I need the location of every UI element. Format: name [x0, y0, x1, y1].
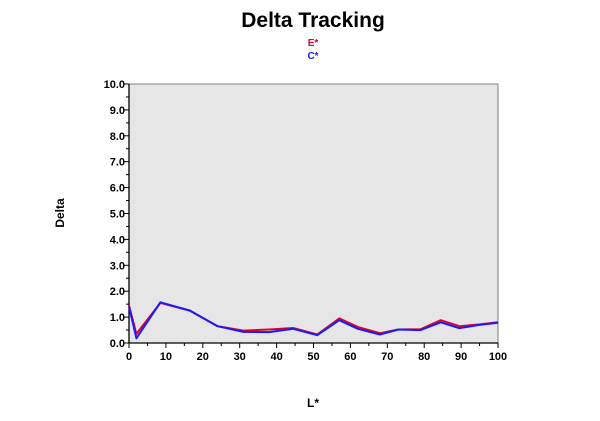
y-tick-label: 4.0: [110, 234, 125, 246]
legend-entry-e: E*: [308, 38, 319, 49]
y-tick-label: 7.0: [110, 157, 125, 169]
y-tick-label: 8.0: [110, 131, 125, 143]
y-tick-label: 10.0: [104, 79, 125, 91]
x-tick-label: 20: [197, 351, 209, 363]
y-axis-label: Delta: [53, 198, 67, 228]
x-tick-label: 0: [126, 351, 132, 363]
x-tick-label: 70: [381, 351, 393, 363]
x-tick-label: 100: [489, 351, 507, 363]
x-tick-label: 30: [234, 351, 246, 363]
x-axis: 0 10 20 30 40 50 60 70 80 90 100: [126, 342, 507, 363]
x-tick-label: 60: [344, 351, 356, 363]
y-tick-label: 0.0: [110, 338, 125, 350]
x-tick-label: 40: [270, 351, 282, 363]
x-axis-label: L*: [307, 396, 319, 410]
y-tick-label: 1.0: [110, 312, 125, 324]
chart-title: Delta Tracking: [241, 9, 385, 32]
y-axis: 0.0 1.0 2.0 3.0 4.0 5.0 6.0 7.0 8.0 9.0 10.0: [104, 79, 130, 350]
x-tick-label: 90: [455, 351, 467, 363]
x-tick-label: 80: [418, 351, 430, 363]
y-tick-label: 5.0: [110, 209, 125, 221]
series-lines: [128, 301, 499, 340]
plot-area: [128, 83, 499, 344]
x-tick-label: 10: [160, 351, 172, 363]
y-tick-label: 2.0: [110, 286, 125, 298]
y-tick-label: 6.0: [110, 183, 125, 195]
x-tick-label: 50: [307, 351, 319, 363]
y-tick-label: 3.0: [110, 260, 125, 272]
legend-entry-c: C*: [307, 51, 318, 62]
series-line-c: [128, 301, 499, 340]
y-tick-label: 9.0: [110, 105, 125, 117]
